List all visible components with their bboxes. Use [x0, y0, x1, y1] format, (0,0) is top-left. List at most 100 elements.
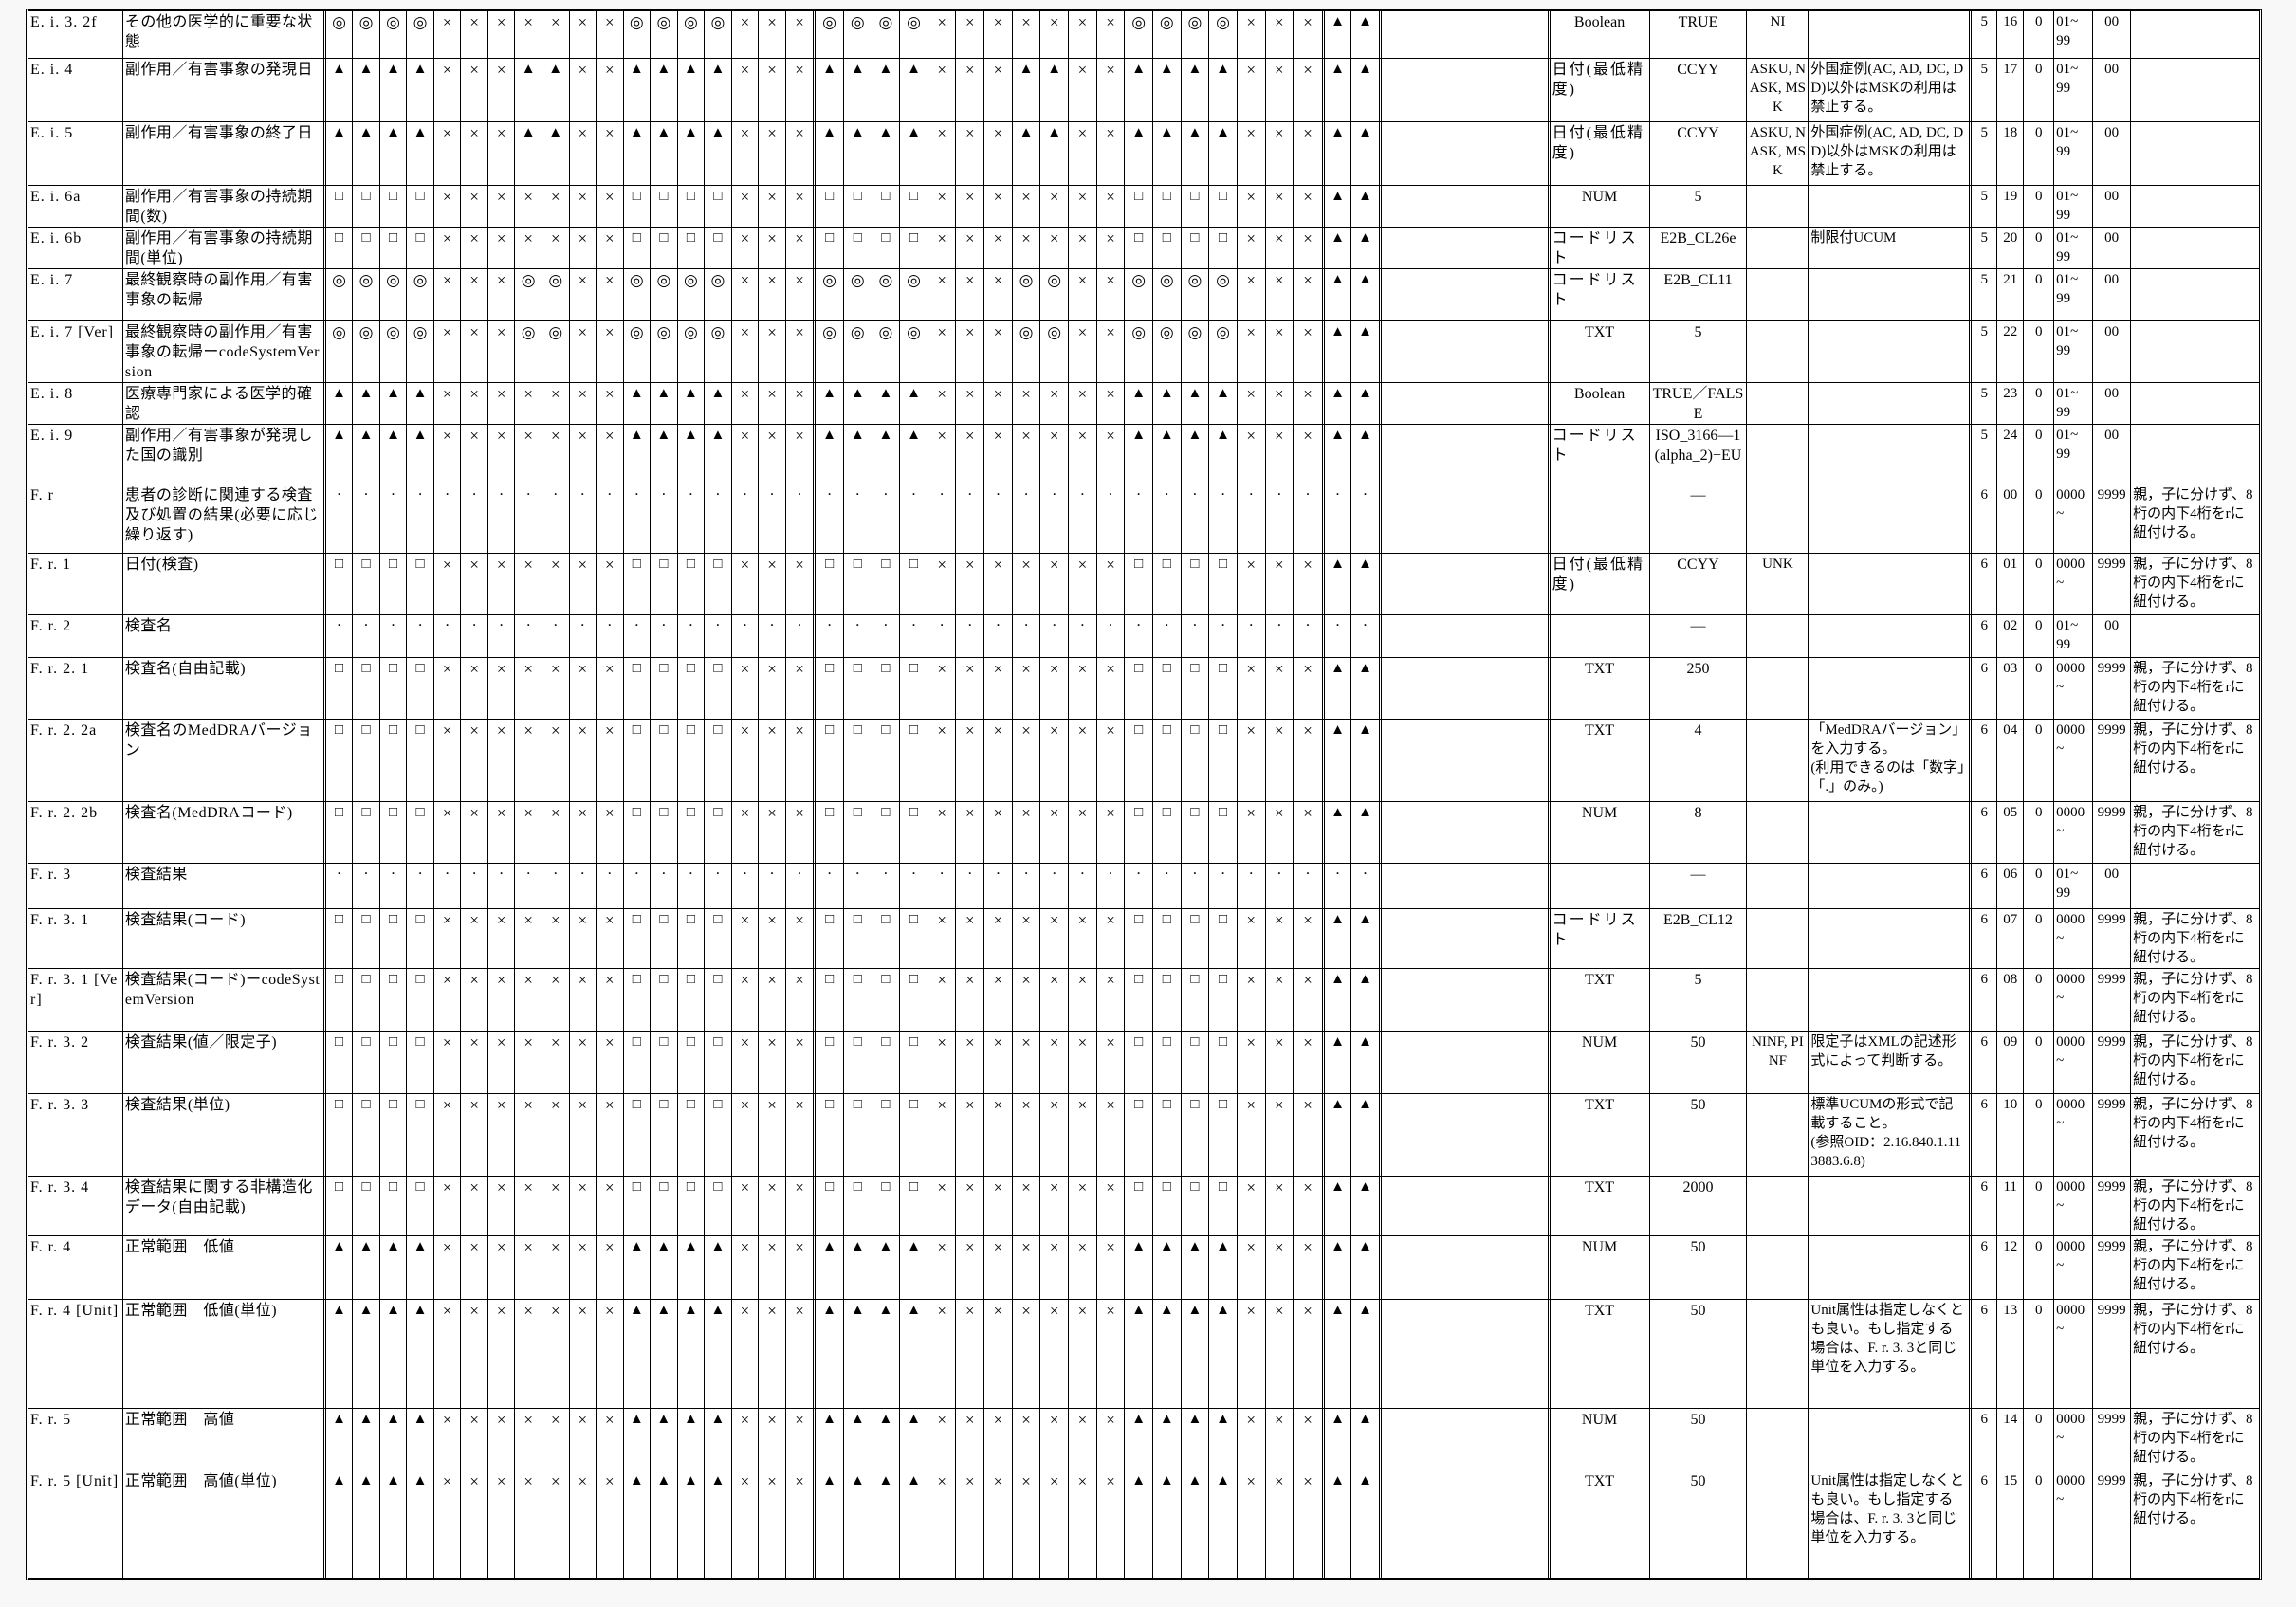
cross-icon: × — [469, 124, 479, 142]
table-row: F. r. 4 正常範囲 低値 ▲ ▲ ▲ ▲ × × × × × × × ▲ ▲ ▲ ▲ × × × ▲ ▲ ▲ ▲ ×… — [28, 1236, 2259, 1300]
item-no-cell: 14 — [1997, 1409, 2025, 1470]
symbol-cell: × — [515, 11, 542, 58]
symbol-cell: × — [786, 269, 814, 320]
symbol-cell: × — [984, 383, 1013, 424]
symbol-cell: ▲ — [1351, 1300, 1378, 1408]
cross-icon: × — [1049, 721, 1059, 740]
symbol-cell: □ — [816, 658, 844, 719]
symbol-cell: □ — [624, 228, 652, 268]
symbol-cell: ▲ — [1325, 802, 1352, 863]
white-square-icon: □ — [881, 1034, 891, 1050]
symbol-cell: × — [1069, 1300, 1097, 1408]
symbol-cell: ▲ — [1351, 425, 1378, 484]
symbol-cell: × — [542, 425, 570, 484]
cross-icon: × — [1106, 1178, 1115, 1196]
symbol-cell: × — [434, 658, 462, 719]
symbol-cell: □ — [380, 554, 408, 614]
dot-icon: · — [1136, 618, 1141, 631]
white-square-icon: □ — [1162, 661, 1171, 676]
symbol-cell: × — [759, 228, 786, 268]
dot-icon: · — [499, 487, 504, 501]
dot-icon: · — [715, 487, 720, 501]
black-triangle-icon: ▲ — [878, 125, 893, 140]
repeat-max-cell: 9999 — [2093, 554, 2132, 614]
symbol-cell: · — [759, 615, 786, 657]
flag-cell: 0 — [2024, 969, 2055, 1031]
symbol-cell: × — [515, 802, 542, 863]
symbol-cell: ▲ — [1325, 1177, 1352, 1235]
item-no-cell: 03 — [1997, 658, 2025, 719]
symbol-cell: × — [542, 1094, 570, 1176]
white-square-icon: □ — [632, 661, 641, 676]
white-square-icon: □ — [415, 557, 425, 572]
cross-icon: × — [442, 911, 452, 929]
cross-icon: × — [767, 124, 777, 142]
symbol-cell: □ — [844, 554, 872, 614]
symbol-cell: · — [624, 484, 652, 553]
symbol-cell: × — [786, 554, 814, 614]
data-type-cell — [1551, 615, 1650, 657]
dot-icon: · — [472, 487, 477, 501]
cross-icon: × — [442, 1178, 452, 1196]
cross-icon: × — [469, 271, 479, 289]
symbol-cell: · — [1069, 864, 1097, 908]
item-desc-cell: 副作用／有害事象の発現日 — [123, 59, 326, 121]
cross-icon: × — [578, 124, 588, 142]
symbol-cell: □ — [1125, 186, 1153, 227]
symbol-cell: × — [984, 554, 1013, 614]
cross-icon: × — [523, 385, 533, 403]
dot-icon: · — [1363, 487, 1368, 501]
symbol-cell: ▲ — [326, 122, 354, 185]
dot-icon: · — [337, 487, 341, 501]
symbol-cell: × — [786, 122, 814, 185]
symbol-cell: □ — [705, 186, 732, 227]
symbol-cell: □ — [380, 720, 408, 801]
symbol-cell: × — [1097, 1470, 1126, 1578]
symbol-cell: ◎ — [624, 11, 652, 58]
cross-icon: × — [578, 385, 588, 403]
symbol-cell: × — [597, 1300, 624, 1408]
cross-icon: × — [578, 229, 588, 247]
dot-icon: · — [855, 487, 860, 501]
black-triangle-icon: ▲ — [1358, 324, 1372, 339]
cross-icon: × — [1106, 1411, 1115, 1429]
symbol-cell: × — [956, 383, 985, 424]
dot-icon: · — [1080, 618, 1085, 631]
symbol-cell: × — [597, 321, 624, 382]
symbol-cell: ▲ — [407, 1409, 434, 1470]
white-square-icon: □ — [415, 972, 425, 987]
cross-icon: × — [1303, 721, 1313, 740]
symbol-group-b: □ □ □ □ × × × × × × × □ □ □ □ × × × — [816, 909, 1325, 968]
item-id-cell: E. i. 8 — [28, 383, 123, 424]
symbol-cell: ▲ — [705, 59, 732, 121]
black-triangle-icon: ▲ — [1331, 386, 1345, 401]
cross-icon: × — [1021, 427, 1031, 445]
cross-icon: × — [795, 911, 804, 929]
dot-icon: · — [1305, 867, 1310, 880]
section-no-cell: 5 — [1972, 59, 1998, 121]
cross-icon: × — [523, 1096, 533, 1114]
symbol-cell: × — [984, 1236, 1013, 1299]
remark-cell — [1809, 969, 1973, 1031]
symbol-cell: × — [1294, 1236, 1322, 1299]
white-square-icon: □ — [1219, 972, 1228, 987]
symbol-cell: · — [1097, 484, 1126, 553]
symbol-cell: □ — [651, 969, 678, 1031]
cross-icon: × — [965, 385, 975, 403]
white-square-icon: □ — [1162, 805, 1171, 820]
symbol-cell: × — [928, 269, 957, 320]
black-triangle-icon: ▲ — [850, 1473, 865, 1488]
black-triangle-icon: ▲ — [850, 62, 865, 77]
symbol-cell: × — [515, 1032, 542, 1093]
item-desc-cell: 検査結果(コード) — [123, 909, 326, 968]
symbol-cell: × — [928, 1236, 957, 1299]
repeat-range-cell: 0000 ~ — [2054, 1032, 2094, 1093]
symbol-group-b: □ □ □ □ × × × × × × × □ □ □ □ × × × — [816, 1032, 1325, 1093]
symbol-group-a: □ □ □ □ × × × × × × × □ □ □ □ × × × — [326, 969, 817, 1031]
symbol-cell: × — [732, 228, 760, 268]
cross-icon: × — [605, 124, 615, 142]
dot-icon: · — [883, 618, 888, 631]
symbol-cell: × — [984, 1409, 1013, 1470]
cross-icon: × — [1077, 124, 1088, 142]
cross-icon: × — [1021, 1178, 1031, 1196]
